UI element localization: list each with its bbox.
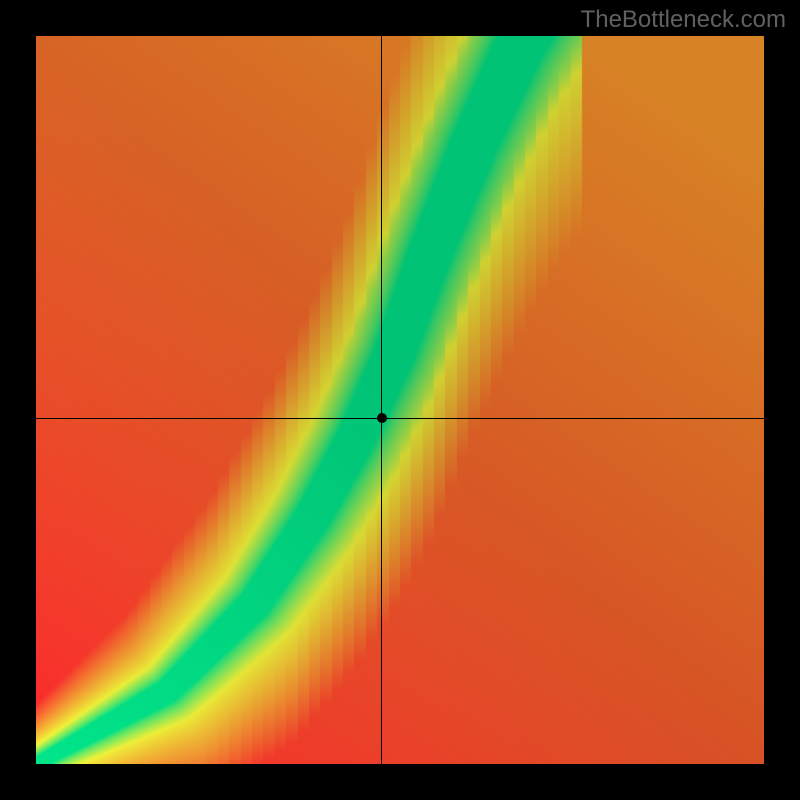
bottleneck-heatmap bbox=[36, 36, 764, 764]
heatmap-canvas bbox=[36, 36, 764, 764]
crosshair-horizontal bbox=[36, 418, 764, 419]
watermark-label: TheBottleneck.com bbox=[581, 6, 786, 34]
crosshair-vertical bbox=[381, 36, 382, 764]
crosshair-point bbox=[377, 413, 387, 423]
